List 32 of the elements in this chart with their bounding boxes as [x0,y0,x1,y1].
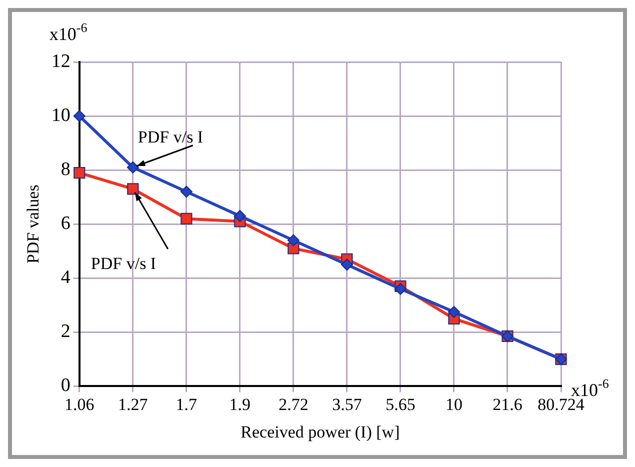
x-tick-label: 10 [445,394,462,414]
x-tick-label: 21.6 [492,394,522,414]
y-tick-label: 2 [60,321,70,342]
point [180,212,192,224]
x-tick-label: 2.72 [278,394,308,414]
point [448,306,460,318]
point [127,183,139,195]
point [394,282,406,295]
y-axis-title: PDF values [24,184,43,264]
y-tick-label: 0 [60,375,70,396]
x-tick-label: 1.27 [118,394,148,414]
point [74,166,86,179]
point [234,210,246,222]
point [73,110,86,122]
y-tick-label: 6 [60,213,70,234]
x-tick-label: 80.724 [538,394,585,414]
point [340,258,353,271]
y-tick-label: 8 [60,159,70,180]
x-tick-label: 1.06 [64,394,94,414]
x-axis-title: Received power (I) [w] [240,422,400,442]
point [287,234,300,246]
x-tick-label: 1.7 [176,394,198,414]
annotation: PDF v/s I [138,127,204,146]
x-tick-label: 1.9 [229,394,251,414]
point [180,186,192,198]
annotation: PDF v/s I [90,254,156,273]
x-tick-label: 3.57 [332,394,362,414]
y-tick-label: 10 [51,105,70,126]
y-tick-label: 12 [51,50,70,72]
y-tick-label: 4 [60,267,71,288]
x-tick-label: 5.65 [386,394,416,414]
point [126,161,139,174]
